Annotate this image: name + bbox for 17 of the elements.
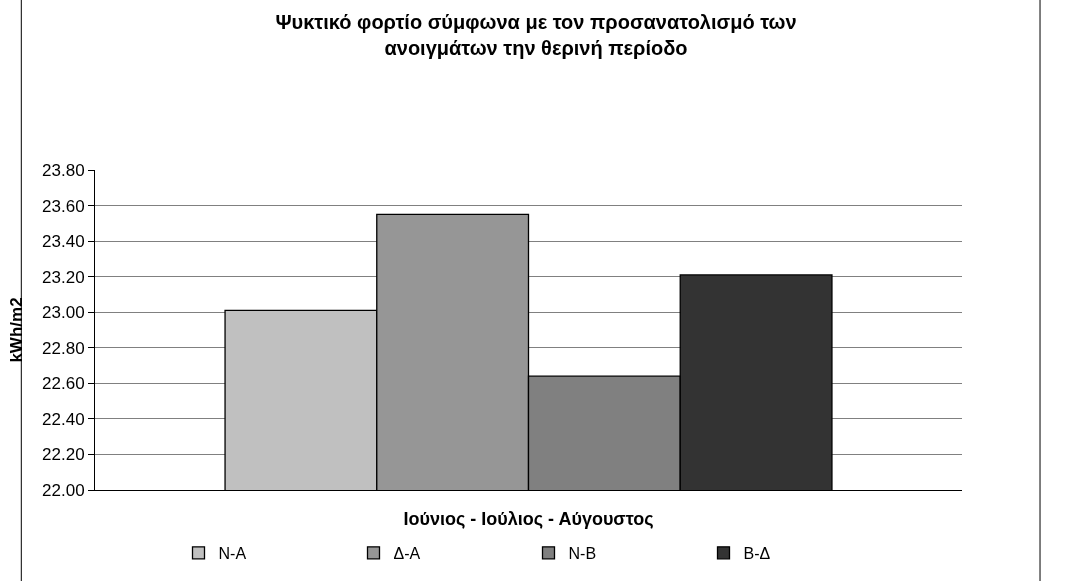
legend-label: B-Δ — [743, 545, 771, 563]
legend-label: N-B — [568, 545, 597, 563]
x-axis-title: Ιούνιος - Ιούλιος - Αύγουστος — [403, 508, 654, 529]
y-tick-label: 23.80 — [42, 160, 85, 180]
legend-label: Δ-A — [393, 545, 421, 563]
y-tick-label: 23.40 — [42, 232, 85, 252]
y-tick-label: 23.60 — [42, 196, 85, 216]
y-tick-label: 22.40 — [42, 409, 85, 429]
y-tick-label: 22.00 — [42, 480, 85, 500]
legend-label: N-A — [218, 545, 247, 563]
y-axis-title: kWh/m2 — [6, 297, 26, 363]
y-tick-label: 23.00 — [42, 303, 85, 323]
y-tick-label: 22.20 — [42, 445, 85, 465]
y-tick-label: 22.60 — [42, 374, 85, 394]
y-tick-label: 23.20 — [42, 267, 85, 287]
chart-title: Ψυκτικό φορτίο σύμφωνα με τον προσανατολισμό των ανοιγμάτων την θερινή περίοδο — [275, 11, 797, 60]
y-tick-label: 22.80 — [42, 338, 85, 358]
